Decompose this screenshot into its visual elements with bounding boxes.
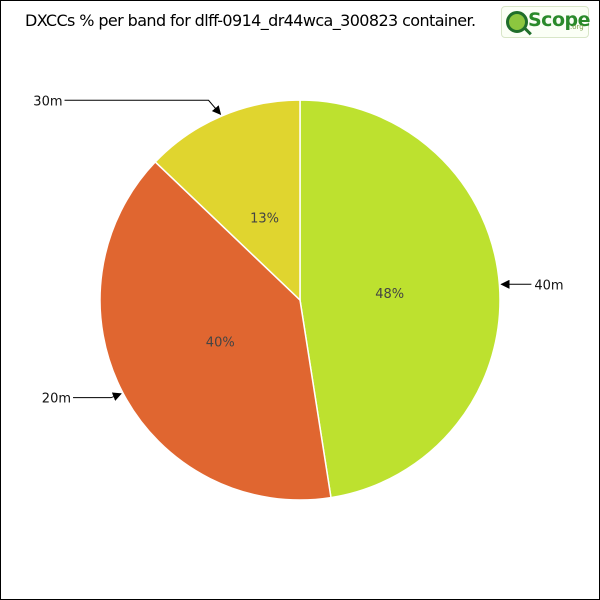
pie-slice-20m (99, 160, 332, 501)
value-label-40m: 48% (375, 287, 404, 302)
band-label-30m: 30m (33, 94, 62, 109)
pie-callouts: 40m 20m 30m (33, 94, 563, 406)
callout-line-30m (64, 99, 222, 115)
logo-wordmark: Scope (528, 9, 591, 31)
logo-suffix: .org (570, 23, 584, 31)
pie-slice-40m (299, 99, 501, 499)
magnifier-icon (506, 11, 528, 33)
value-label-20m: 40% (206, 336, 235, 351)
band-label-40m: 40m (534, 278, 563, 293)
callout-line-20m (73, 392, 122, 401)
chart-title: DXCCs % per band for dlff-0914_dr44wca_3… (25, 11, 476, 30)
pie-value-labels: 48% 40% 13% (206, 211, 404, 350)
pie-slice-30m (154, 99, 301, 302)
value-label-30m: 13% (250, 211, 279, 226)
pie-slices (99, 99, 501, 501)
band-label-20m: 20m (42, 392, 71, 407)
qscope-logo: Scope .org (501, 6, 591, 38)
